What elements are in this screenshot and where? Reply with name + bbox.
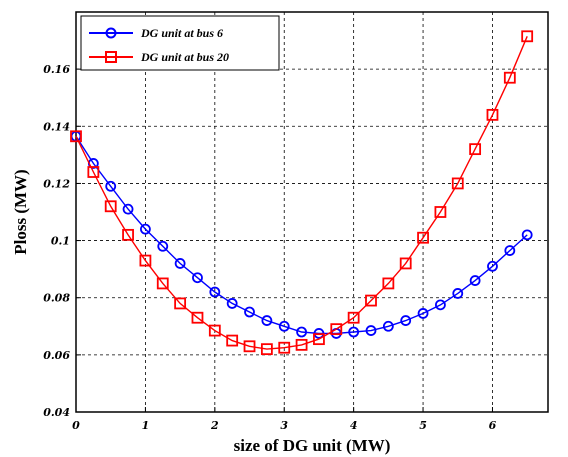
series-2-point [295,338,308,351]
legend-marker-bus20 [105,51,117,63]
series-group [70,30,534,356]
series-1-point [122,203,134,215]
series-line-1 [75,135,528,335]
series-2-point [486,108,499,121]
x-tick-label: 3 [280,419,288,432]
y-tick-label: 0.08 [43,292,70,305]
series-1-point [469,275,481,286]
series-2-point [330,323,343,336]
series-1-point [365,325,377,336]
series-1-point [296,326,307,338]
legend-label-bus20: DG unit at bus 20 [140,50,229,64]
series-2-point [278,341,291,354]
series-line-2 [75,36,528,350]
series-1-point [382,320,394,332]
y-tick-label: 0.16 [43,63,70,76]
series-1-point [435,299,446,311]
x-tick-label: 6 [489,419,497,432]
series-2-point [313,333,325,346]
grid [76,12,548,412]
series-1-point [487,260,498,272]
series-2-point [243,340,256,353]
x-tick-label: 2 [210,419,219,432]
series-2-point [417,231,429,244]
series-2-point [503,71,516,84]
series-2-point [347,311,360,324]
ticks: 0 1 2 3 4 5 6 0.04 0.06 0.08 0.1 0.12 0.14 0.16 [43,63,496,432]
series-2-point [87,166,100,178]
series-2-point [451,177,464,190]
x-axis-label: size of DG unit (MW) [234,436,391,455]
series-1-point [209,286,221,298]
series-1-point [452,288,464,299]
series-2-point [208,324,221,337]
series-2-point [139,254,152,267]
y-tick-label: 0.14 [43,120,70,133]
x-tick-label: 4 [350,419,358,432]
series-2-point [156,277,169,290]
series-2-point [382,277,395,290]
series-1-point [244,306,255,318]
series-2-point [434,206,447,218]
x-tick-label: 5 [419,419,427,432]
series-1-point [140,223,151,235]
y-axis-label: Ploss (MW) [11,169,30,254]
series-2-point [174,297,187,310]
series-1-point [174,258,186,269]
series-2-point [260,343,273,356]
series-1-point [157,240,169,252]
y-tick-label: 0.12 [43,177,70,190]
legend: DG unit at bus 6 DG unit at bus 20 [80,15,280,71]
series-2-point [365,294,377,307]
legend-marker-bus6 [105,27,117,39]
legend-label-bus6: DG unit at bus 6 [140,26,223,40]
series-2-point [226,334,239,347]
series-1-point [417,308,429,319]
series-1-point [278,320,290,332]
y-tick-label: 0.06 [43,349,70,362]
series-2-point [122,228,134,241]
series-1-point [105,180,117,192]
x-tick-label: 0 [72,419,80,432]
series-1-point [521,229,533,241]
series-1-point [348,326,360,338]
y-tick-label: 0.04 [43,406,70,419]
series-2-point [469,143,482,156]
plot-area [75,11,549,413]
series-1-point [504,245,516,256]
series-1-point [192,272,203,284]
x-tick-label: 1 [142,419,150,432]
series-2-point [104,200,117,213]
series-2-point [191,311,204,324]
series-2-point [70,130,82,143]
series-1-point [226,298,238,309]
series-1-point [400,315,412,326]
series-2-point [399,257,412,270]
series-2-point [521,30,534,43]
series-1-point [261,315,273,326]
y-tick-label: 0.1 [51,235,70,248]
